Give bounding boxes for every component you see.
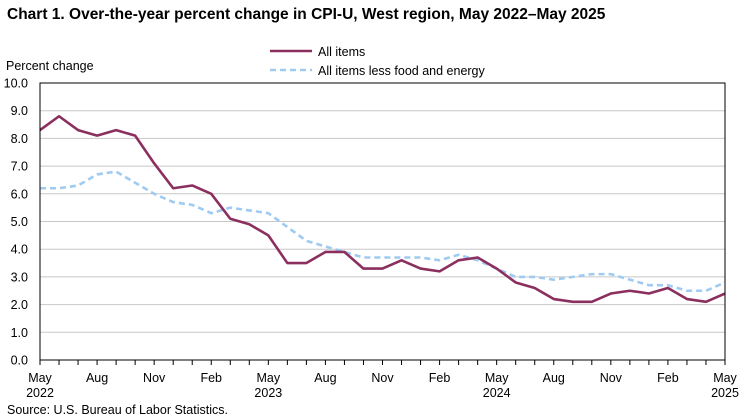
- x-tick-label: Nov: [600, 371, 623, 385]
- x-tick-label: Aug: [543, 371, 565, 385]
- chart-title: Chart 1. Over-the-year percent change in…: [7, 6, 606, 23]
- x-tick-year-label: 2022: [26, 386, 54, 400]
- y-tick-label: 2.0: [11, 298, 28, 312]
- y-axis-label: Percent change: [6, 59, 94, 73]
- legend-label-all-items: All items: [318, 45, 365, 59]
- x-tick-label: May: [485, 371, 509, 385]
- y-tick-label: 3.0: [11, 270, 28, 284]
- gridlines: [40, 110, 725, 333]
- x-tick-label: Aug: [86, 371, 108, 385]
- y-tick-label: 7.0: [11, 160, 28, 174]
- y-tick-label: 6.0: [11, 187, 28, 201]
- x-tick-label: Aug: [314, 371, 336, 385]
- y-tick-label: 5.0: [11, 215, 28, 229]
- x-tick-label: May: [28, 371, 52, 385]
- series-group: [39, 114, 726, 304]
- x-tick-label: May: [257, 371, 281, 385]
- series-line-all-items: [39, 114, 726, 304]
- x-ticks: [39, 360, 726, 365]
- y-tick-label: 10.0: [4, 77, 28, 91]
- x-tick-year-label: 2023: [254, 386, 282, 400]
- y-tick-labels: 0.0 1.0 2.0 3.0 4.0 5.0 6.0 7.0 8.0 9.0 10.0: [4, 77, 28, 368]
- x-tick-label: Feb: [429, 371, 451, 385]
- x-tick-label: Nov: [143, 371, 166, 385]
- y-tick-label: 0.0: [11, 354, 28, 368]
- x-tick-label: Feb: [200, 371, 222, 385]
- y-tick-label: 8.0: [11, 132, 28, 146]
- y-tick-label: 9.0: [11, 104, 28, 118]
- x-tick-year-label: 2025: [711, 386, 739, 400]
- plot-frame: [39, 82, 726, 361]
- y-tick-label: 1.0: [11, 326, 28, 340]
- source-note: Source: U.S. Bureau of Labor Statistics.: [7, 403, 228, 417]
- legend-label-core: All items less food and energy: [318, 64, 486, 78]
- series-line-all-items-less-food-and-energy: [40, 170, 726, 293]
- y-tick-label: 4.0: [11, 243, 28, 257]
- legend: All items All items less food and energy: [270, 45, 486, 78]
- x-tick-label: Nov: [371, 371, 394, 385]
- x-tick-year-label: 2024: [483, 386, 511, 400]
- x-tick-label: Feb: [657, 371, 679, 385]
- x-tick-label: May: [713, 371, 737, 385]
